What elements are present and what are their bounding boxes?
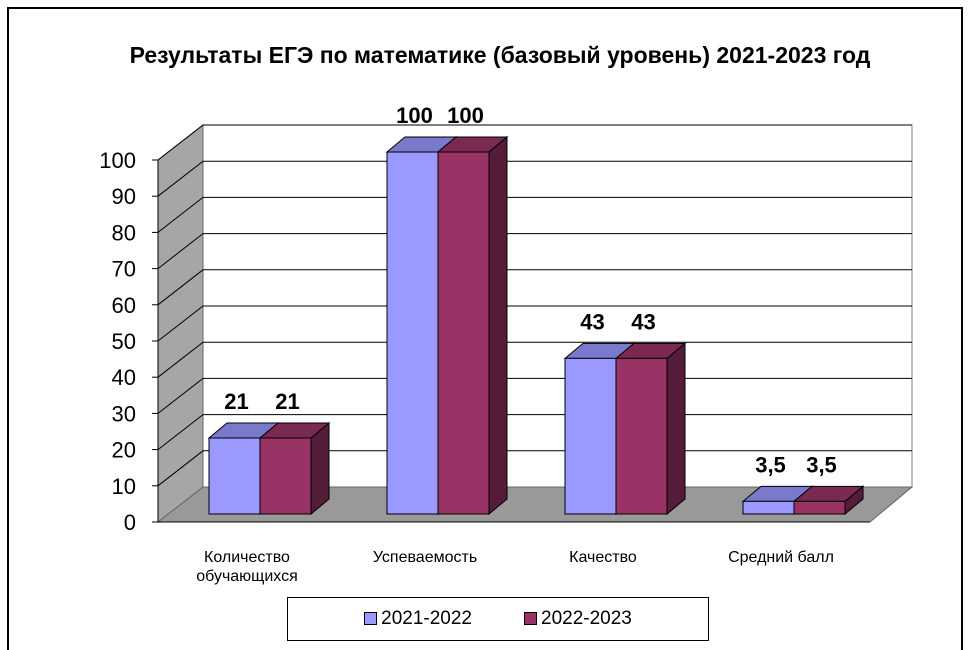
bar	[436, 135, 509, 516]
grid-line	[157, 196, 912, 233]
grid-line	[157, 341, 912, 378]
bar-front	[437, 151, 490, 515]
bar	[258, 421, 331, 516]
y-tick-label: 80	[112, 220, 136, 245]
y-tick-label: 90	[112, 184, 136, 209]
bar-side	[488, 135, 508, 516]
data-label: 43	[580, 309, 604, 334]
bar-side	[310, 421, 330, 516]
data-label: 100	[447, 103, 484, 128]
bar-front	[259, 437, 312, 515]
grid-line	[157, 160, 912, 197]
legend: 2021-2022 2022-2023	[287, 597, 709, 641]
x-tick-label: Количество обучающихся	[196, 549, 298, 585]
bar-front	[742, 500, 795, 515]
y-tick-label: 30	[112, 401, 136, 426]
y-tick-label: 70	[112, 257, 136, 282]
bar	[792, 485, 865, 516]
data-label: 3,5	[806, 452, 837, 477]
legend-swatch	[524, 612, 537, 626]
frame	[7, 7, 963, 650]
legend-label: 2022-2023	[541, 608, 632, 629]
data-label: 21	[224, 389, 248, 414]
data-label: 100	[396, 103, 433, 128]
y-tick-label: 0	[124, 510, 136, 535]
chart-title: Результаты ЕГЭ по математике (базовый ур…	[129, 42, 871, 68]
bar-front	[208, 437, 261, 515]
y-tick-label: 40	[112, 365, 136, 390]
legend-item: 2021-2022	[364, 608, 472, 630]
grid-line	[157, 305, 912, 342]
y-tick-label: 50	[112, 329, 136, 354]
x-tick-label: Средний балл	[728, 549, 834, 566]
legend-swatch	[364, 612, 378, 626]
bar-side	[666, 342, 686, 516]
bar-front	[386, 151, 439, 515]
y-tick-label: 100	[99, 148, 136, 173]
grid-line	[157, 269, 912, 306]
data-label: 43	[631, 309, 655, 334]
bar	[614, 342, 687, 516]
bar-front	[615, 357, 668, 515]
legend-item: 2022-2023	[524, 608, 632, 630]
data-label: 21	[275, 389, 299, 414]
bar-front	[793, 500, 846, 515]
bar-front	[564, 357, 617, 515]
grid-line	[157, 233, 912, 269]
y-tick-label: 60	[112, 293, 136, 318]
y-tick-label: 10	[112, 474, 136, 499]
y-tick-label: 20	[112, 438, 136, 463]
x-tick-label: Качество	[569, 549, 637, 566]
x-tick-label: Успеваемость	[372, 549, 478, 566]
legend-label: 2021-2022	[381, 608, 472, 629]
data-label: 3,5	[755, 452, 786, 477]
grid-line	[157, 124, 912, 161]
